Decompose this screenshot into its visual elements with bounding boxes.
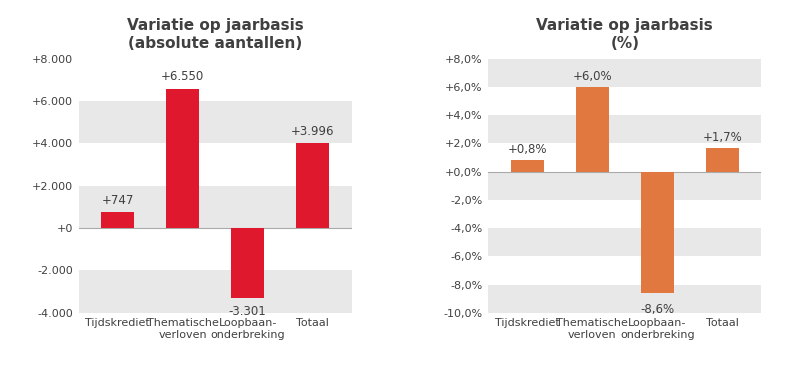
Title: Variatie op jaarbasis
(%): Variatie op jaarbasis (%) bbox=[536, 18, 714, 50]
Text: +1,7%: +1,7% bbox=[703, 131, 743, 143]
Bar bbox=[232, 228, 264, 298]
Text: +3.996: +3.996 bbox=[291, 125, 334, 138]
Bar bbox=[488, 115, 761, 143]
Bar bbox=[488, 59, 761, 87]
Bar bbox=[488, 172, 761, 200]
Text: +6,0%: +6,0% bbox=[572, 70, 612, 83]
Bar bbox=[576, 87, 608, 172]
Bar bbox=[78, 271, 352, 313]
Bar bbox=[641, 172, 674, 293]
Bar bbox=[78, 186, 352, 228]
Bar bbox=[78, 101, 352, 143]
Bar bbox=[706, 147, 739, 172]
Bar bbox=[511, 160, 543, 172]
Text: +747: +747 bbox=[101, 194, 133, 207]
Bar bbox=[297, 143, 329, 228]
Text: +0,8%: +0,8% bbox=[508, 143, 547, 156]
Bar bbox=[488, 285, 761, 313]
Text: -8,6%: -8,6% bbox=[641, 303, 674, 316]
Title: Variatie op jaarbasis
(absolute aantallen): Variatie op jaarbasis (absolute aantalle… bbox=[126, 18, 304, 50]
Bar bbox=[488, 228, 761, 256]
Bar bbox=[101, 212, 133, 228]
Text: +6.550: +6.550 bbox=[161, 70, 204, 83]
Bar bbox=[166, 90, 199, 228]
Text: -3.301: -3.301 bbox=[228, 305, 266, 318]
